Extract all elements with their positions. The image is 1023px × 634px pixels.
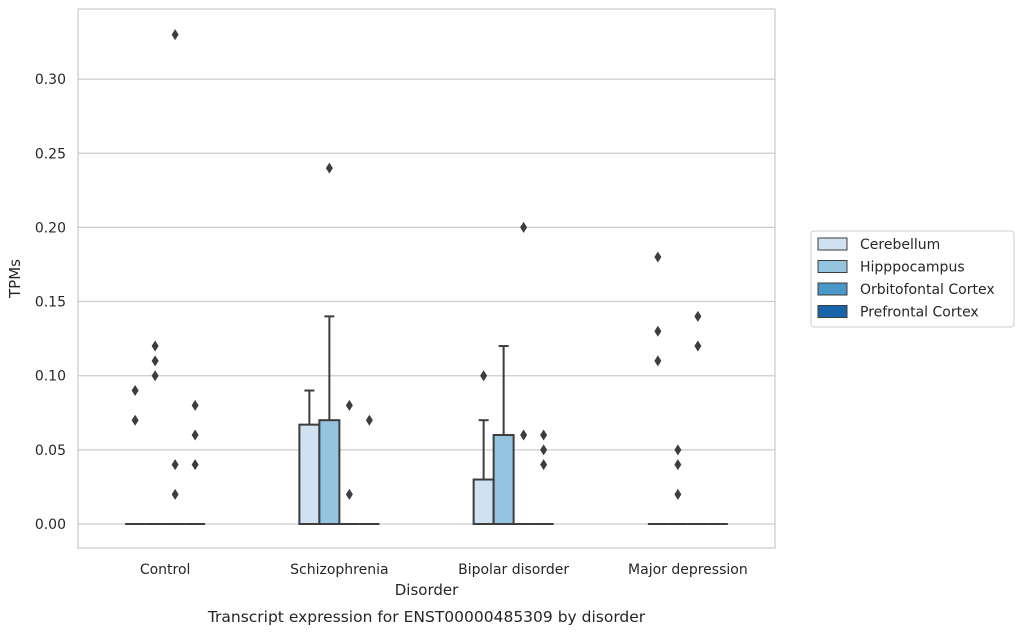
outlier-point <box>151 355 159 367</box>
outlier-point <box>151 370 159 382</box>
x-tick-label: Bipolar disorder <box>458 562 569 578</box>
box-body <box>492 434 515 525</box>
x-tick-label: Schizophrenia <box>290 562 388 578</box>
box-bipolar-disorder-3 <box>533 429 554 525</box>
outlier-point <box>191 459 199 471</box>
outlier-point <box>674 459 682 471</box>
outlier-point <box>151 340 159 352</box>
outlier-point <box>520 429 528 441</box>
legend-label: Hipppocampus <box>860 260 965 276</box>
outlier-point <box>674 488 682 500</box>
y-tick-label: 0.20 <box>35 220 66 236</box>
legend-label: Orbitofontal Cortex <box>860 282 995 298</box>
y-tick-label: 0.05 <box>35 443 66 459</box>
box-schizophrenia-2 <box>339 399 360 525</box>
y-tick-labels: 0.00 0.05 0.10 0.15 0.20 0.25 0.30 <box>35 72 66 533</box>
legend-swatch <box>817 282 848 296</box>
outlier-point <box>131 414 139 426</box>
outlier-point <box>171 488 179 500</box>
outlier-point <box>694 340 702 352</box>
legend: Cerebellum Hipppocampus Orbitofontal Corte… <box>810 230 1015 328</box>
box-control-2 <box>165 29 186 525</box>
outlier-point <box>480 370 488 382</box>
box-major-depression-2 <box>687 310 708 525</box>
box-groups <box>125 29 728 526</box>
box-body <box>472 478 495 526</box>
outlier-point <box>365 414 373 426</box>
plot-area-frame <box>77 8 776 549</box>
chart-caption: Transcript expression for ENST0000048530… <box>207 608 646 626</box>
legend-label: Cerebellum <box>860 237 940 253</box>
outlier-point <box>131 385 139 397</box>
x-tick-labels: Control Schizophrenia Bipolar disorder Majo… <box>140 562 748 578</box>
outlier-point <box>325 162 333 174</box>
outlier-point <box>654 251 662 263</box>
legend-swatch <box>817 237 848 251</box>
box-major-depression-1 <box>667 444 688 525</box>
outlier-point <box>654 325 662 337</box>
box-body <box>298 423 321 526</box>
box-control-3 <box>185 399 206 525</box>
outlier-point <box>345 488 353 500</box>
box-bipolar-disorder-1 <box>492 345 515 525</box>
y-tick-label: 0.25 <box>35 146 66 162</box>
legend-frame <box>810 230 1015 328</box>
legend-label: Prefrontal Cortex <box>860 305 979 321</box>
outlier-point <box>191 399 199 411</box>
outlier-point <box>191 429 199 441</box>
y-tick-label: 0.30 <box>35 72 66 88</box>
legend-swatch <box>817 260 848 273</box>
outlier-point <box>654 355 662 367</box>
box-schizophrenia-3 <box>359 414 380 525</box>
y-tick-label: 0.15 <box>35 295 66 311</box>
box-control-0 <box>125 385 146 525</box>
legend-swatch <box>817 305 848 318</box>
y-axis-label: TPMs <box>6 259 24 299</box>
box-bipolar-disorder-2 <box>513 221 534 525</box>
box-control-1 <box>145 340 166 525</box>
outlier-point <box>540 429 548 441</box>
outlier-point <box>171 459 179 471</box>
outlier-point <box>694 310 702 322</box>
x-tick-label: Major depression <box>628 562 748 578</box>
x-tick-label: Control <box>140 562 191 578</box>
outlier-point <box>520 221 528 233</box>
box-schizophrenia-1 <box>318 162 341 525</box>
x-axis-label: Disorder <box>395 581 459 599</box>
outlier-point <box>171 29 179 41</box>
outlier-point <box>674 444 682 456</box>
outlier-point <box>345 399 353 411</box>
box-body <box>318 419 341 525</box>
outlier-point <box>540 444 548 456</box>
box-major-depression-0 <box>647 251 668 525</box>
outlier-point <box>540 459 548 471</box>
y-tick-label: 0.00 <box>35 517 66 533</box>
y-tick-label: 0.10 <box>35 369 66 385</box>
